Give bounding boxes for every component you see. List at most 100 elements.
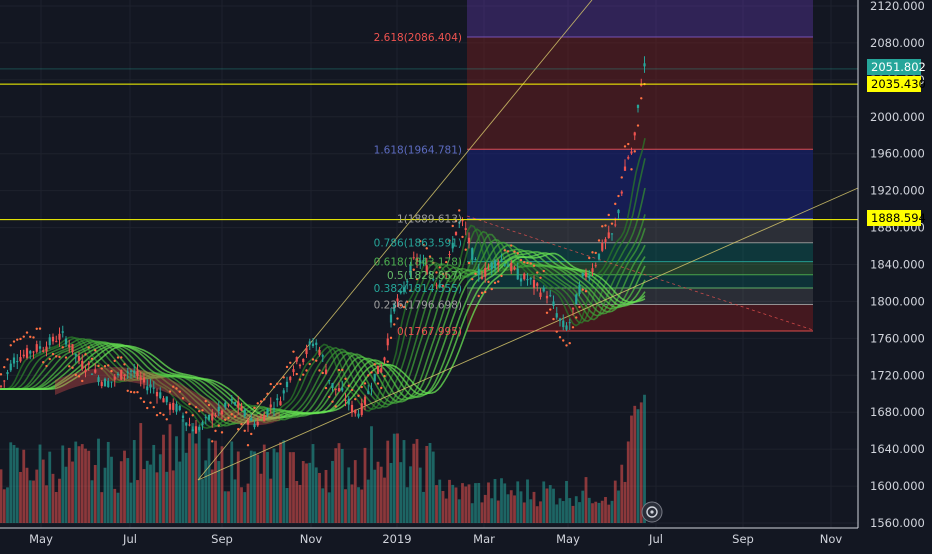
sar-dot-118 [383, 374, 386, 378]
volume-bar-38 [123, 450, 126, 523]
volume-bar-196 [636, 409, 640, 523]
sar-dot-147 [477, 294, 480, 298]
volume-bar-101 [327, 492, 331, 523]
y-tick-label-5: 1760.000 [870, 331, 925, 345]
volume-bar-30 [97, 438, 100, 523]
candle-body-152 [493, 260, 497, 268]
candle-body-62 [201, 422, 204, 426]
volume-bar-25 [80, 444, 84, 523]
volume-bar-187 [607, 504, 611, 523]
sar-dot-2 [6, 358, 9, 361]
volume-bar-2 [6, 487, 9, 523]
y-tick-label-10: 1960.000 [870, 147, 925, 161]
y-tick-label-4: 1720.000 [870, 368, 925, 382]
candle-body-91 [295, 357, 298, 362]
sar-dot-108 [350, 388, 354, 392]
y-tick-label-6: 1800.000 [870, 294, 925, 308]
sar-dot-18 [58, 355, 61, 359]
sar-dot-133 [432, 261, 435, 265]
sar-dot-105 [341, 368, 344, 372]
sar-dot-78 [253, 406, 256, 410]
candle-body-18 [58, 333, 61, 340]
candle-body-64 [207, 414, 211, 420]
candle-body-110 [357, 413, 360, 417]
sar-dot-169 [549, 308, 552, 311]
sar-dot-55 [178, 390, 181, 393]
volume-bar-156 [506, 494, 510, 523]
candle-body-88 [285, 381, 289, 388]
volume-bar-47 [152, 444, 156, 523]
x-tick-label-0: May [29, 532, 53, 546]
volume-bar-136 [441, 491, 445, 523]
candle-body-192 [623, 166, 627, 171]
candle-body-85 [276, 398, 279, 401]
volume-bar-154 [500, 478, 503, 523]
volume-bar-192 [623, 481, 627, 523]
volume-bar-100 [324, 469, 328, 523]
candle-body-25 [81, 360, 84, 370]
sar-dot-32 [103, 365, 107, 368]
sar-dot-6 [19, 337, 22, 341]
y-tick-label-2: 1640.000 [870, 442, 925, 456]
candle-body-83 [269, 404, 272, 408]
candle-body-114 [370, 388, 373, 390]
candle-body-2 [6, 372, 9, 375]
fib-diagonal [466, 215, 814, 331]
x-tick-label-8: Sep [732, 532, 754, 546]
sar-dot-33 [107, 364, 110, 367]
volume-bar-33 [106, 441, 110, 523]
candle-body-191 [620, 191, 623, 194]
sar-dot-196 [636, 124, 640, 127]
sar-dot-12 [38, 327, 42, 330]
time-axis[interactable] [0, 528, 932, 550]
sar-dot-25 [81, 379, 84, 383]
volume-bar-91 [295, 481, 299, 523]
sar-dot-71 [230, 413, 233, 416]
sar-dot-53 [172, 385, 175, 388]
sar-dot-194 [630, 168, 633, 171]
y-tick-label-13: 2080.000 [870, 36, 925, 50]
candle-body-127 [412, 257, 415, 259]
volume-bar-66 [214, 440, 217, 523]
sar-dot-144 [467, 261, 471, 265]
y-tick-label-11: 2000.000 [870, 110, 925, 124]
volume-bar-177 [574, 496, 578, 523]
volume-bar-77 [249, 450, 253, 523]
sar-dot-95 [308, 362, 311, 366]
candle-body-105 [341, 387, 344, 391]
sar-dot-134 [435, 271, 438, 274]
sar-dot-183 [594, 251, 597, 255]
candles [0, 56, 646, 434]
sar-dot-73 [237, 428, 240, 431]
volume-bar-19 [61, 445, 65, 523]
sar-dot-93 [302, 373, 305, 376]
candle-body-109 [354, 409, 357, 414]
candle-body-44 [142, 377, 146, 383]
candle-body-173 [562, 320, 565, 328]
candle-body-97 [315, 342, 318, 345]
volume-bar-115 [373, 469, 377, 523]
sar-dot-175 [568, 341, 571, 345]
tradingview-logo-icon[interactable] [641, 501, 663, 523]
candle-body-67 [217, 406, 220, 411]
sar-dot-84 [272, 385, 276, 389]
sar-dot-98 [318, 369, 321, 372]
candle-body-126 [409, 264, 412, 276]
volume-bar-50 [162, 434, 165, 523]
sar-dot-86 [279, 382, 282, 386]
volume-bar-147 [477, 482, 481, 523]
x-tick-label-3: Nov [300, 532, 323, 546]
sar-dot-150 [487, 280, 490, 284]
volume-bar-17 [54, 491, 58, 523]
volume-bar-145 [470, 503, 474, 523]
fib-label-4: 0.618(1843.178) [374, 257, 462, 269]
volume-bar-58 [188, 433, 191, 523]
volume-bar-182 [591, 503, 594, 523]
candle-body-188 [610, 233, 614, 235]
candle-body-54 [175, 403, 178, 412]
sar-dot-100 [324, 386, 328, 390]
candle-body-179 [581, 273, 584, 277]
candle-body-8 [25, 348, 29, 358]
candle-body-26 [84, 369, 87, 373]
